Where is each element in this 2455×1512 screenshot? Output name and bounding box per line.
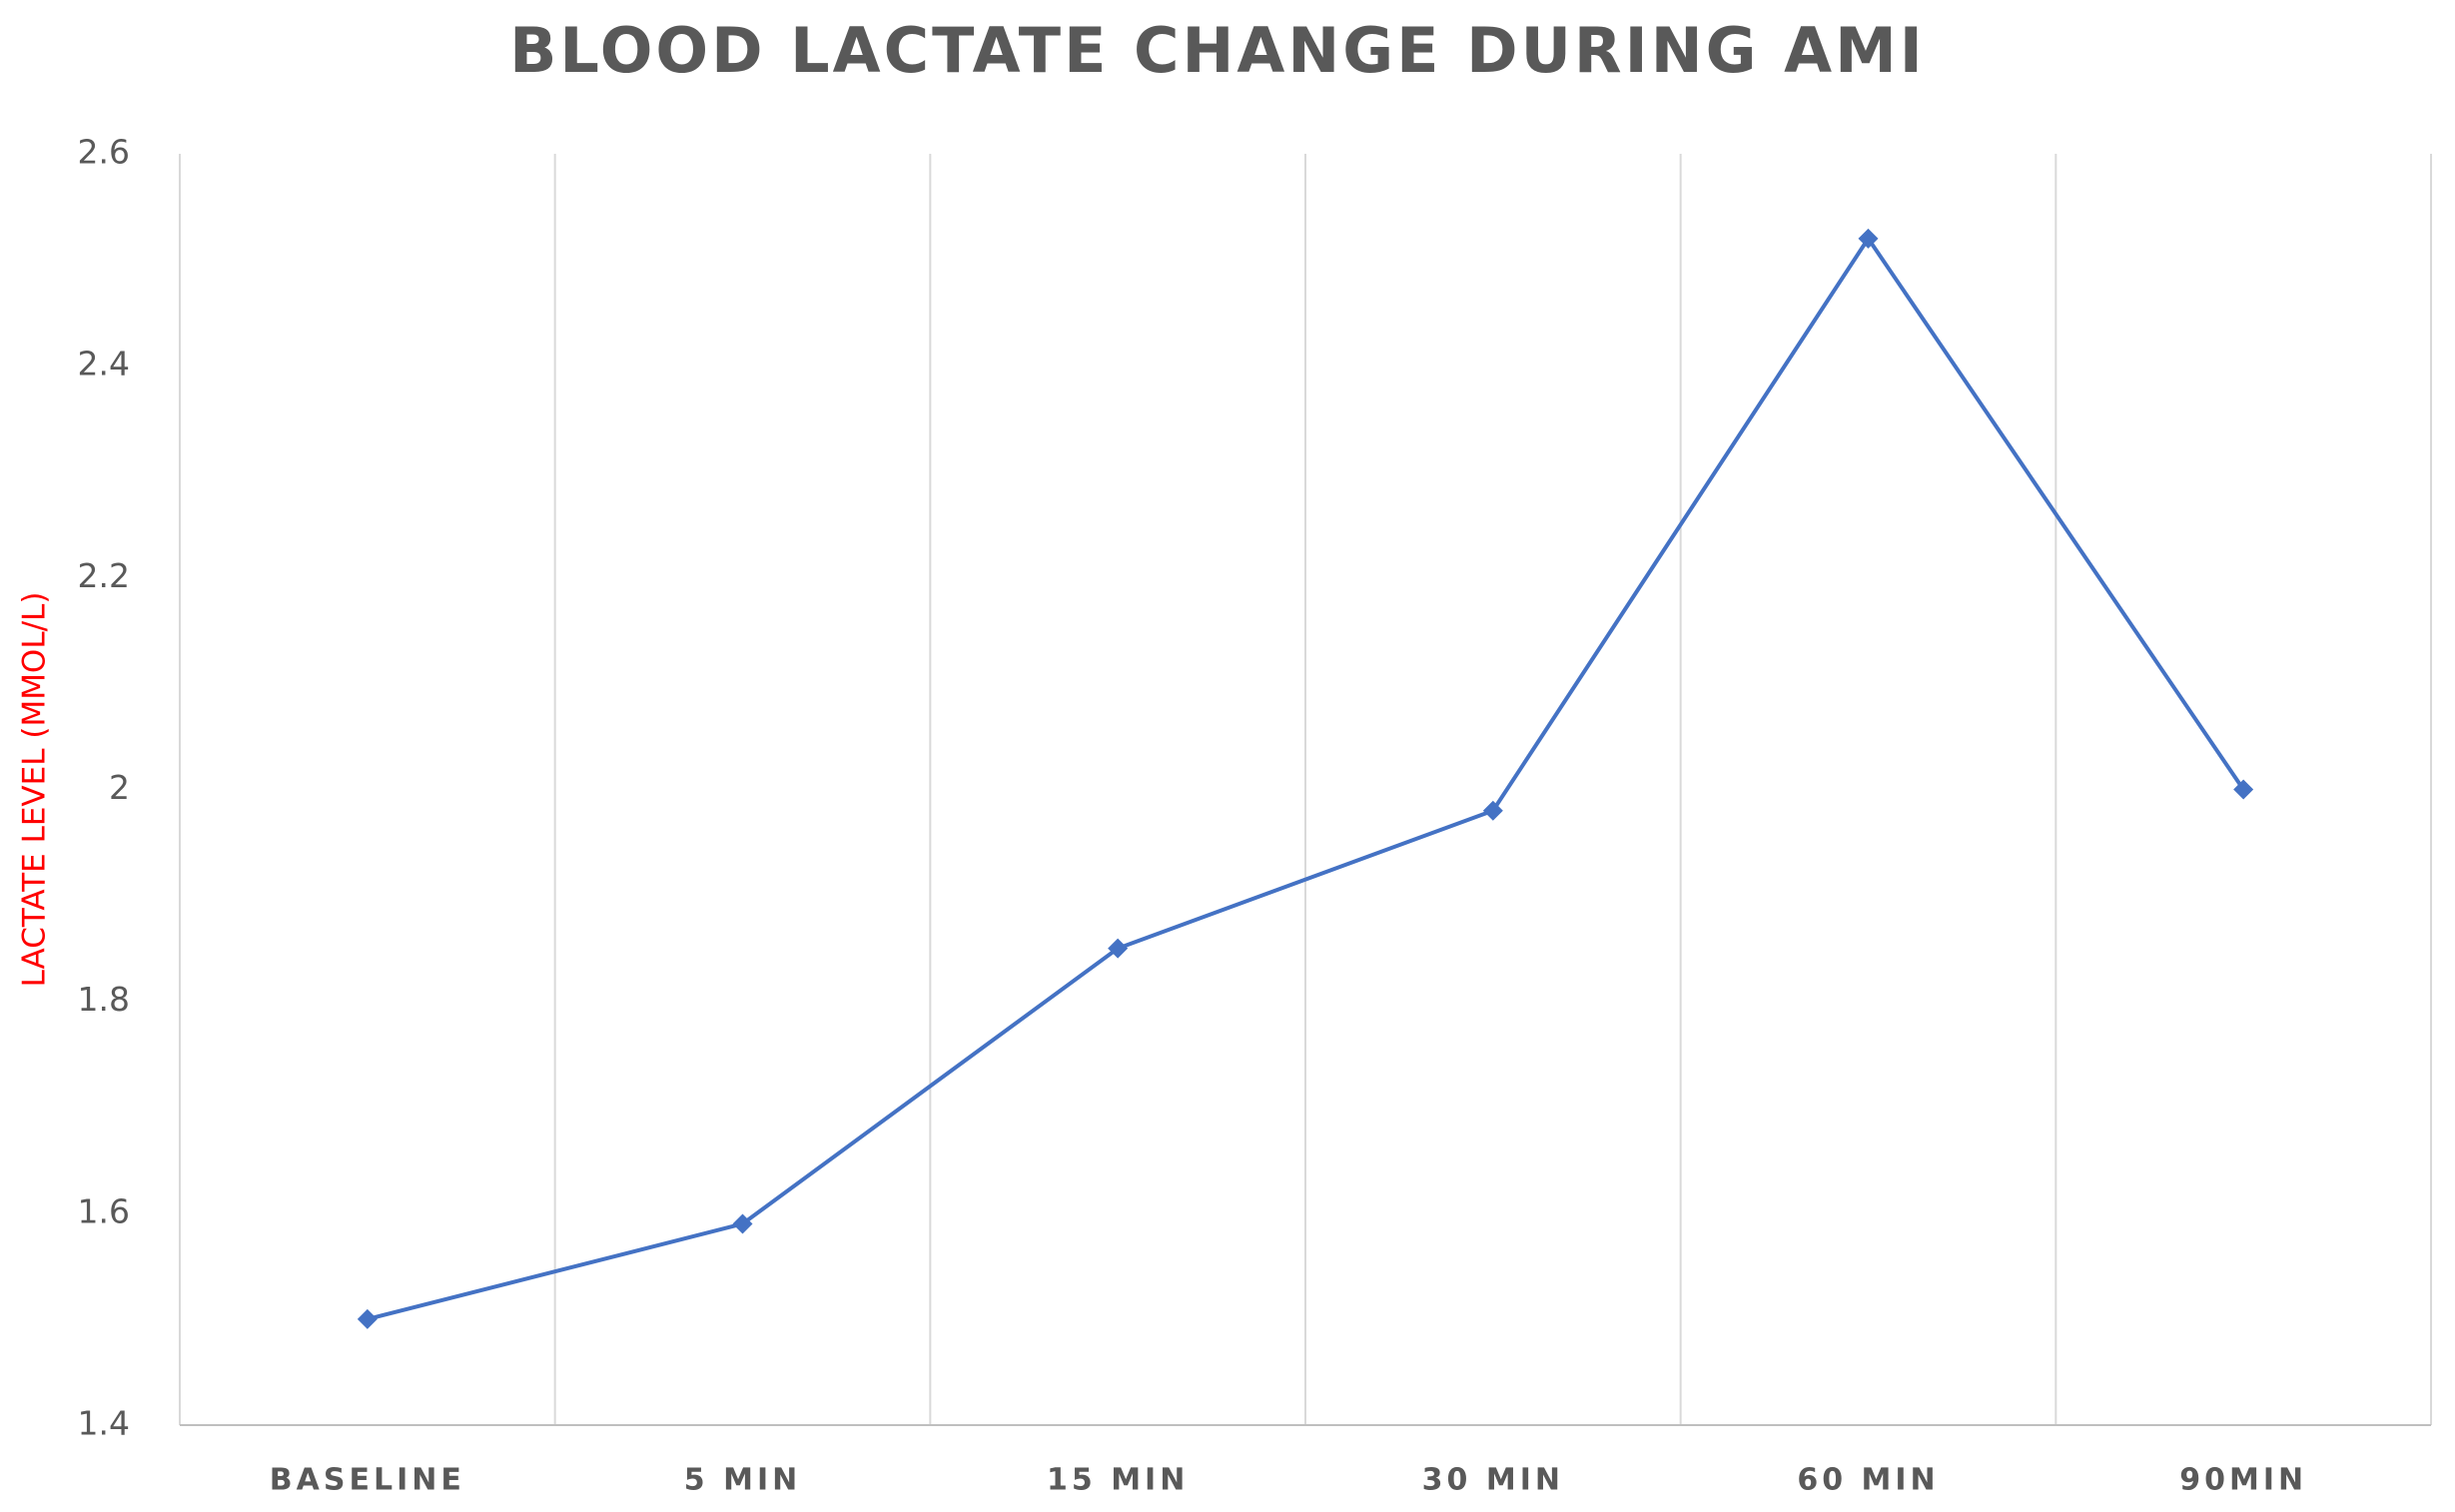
y-tick-label: 2.2 xyxy=(78,556,130,595)
x-tick-label: 5 MIN xyxy=(684,1463,801,1498)
y-tick-label: 2.6 xyxy=(78,133,130,172)
x-tick-label: 90MIN xyxy=(2179,1463,2307,1498)
marker xyxy=(1108,938,1129,959)
line xyxy=(367,235,2245,1321)
marker xyxy=(2233,779,2254,800)
y-tick-label: 1.6 xyxy=(78,1191,130,1230)
x-tick-label: 30 MIN xyxy=(1422,1463,1564,1498)
marker xyxy=(1858,228,1879,249)
y-axis-label: LACTATE LEVEL (MMOL/L) xyxy=(17,592,53,988)
y-tick-label: 1.4 xyxy=(78,1404,130,1443)
chart-title: BLOOD LACTATE CHANGE DURING AMI xyxy=(509,14,1926,87)
x-tick-label: 60 MIN xyxy=(1797,1463,1939,1498)
y-tick-label: 1.8 xyxy=(78,980,130,1019)
y-tick-label: 2.4 xyxy=(78,345,130,383)
y-tick-label: 2 xyxy=(109,768,130,807)
marker xyxy=(357,1308,378,1329)
marker xyxy=(1482,800,1503,821)
marker xyxy=(732,1213,753,1234)
x-tick-label: 15 MIN xyxy=(1047,1463,1189,1498)
x-tick-label: BASELINE xyxy=(270,1463,465,1498)
